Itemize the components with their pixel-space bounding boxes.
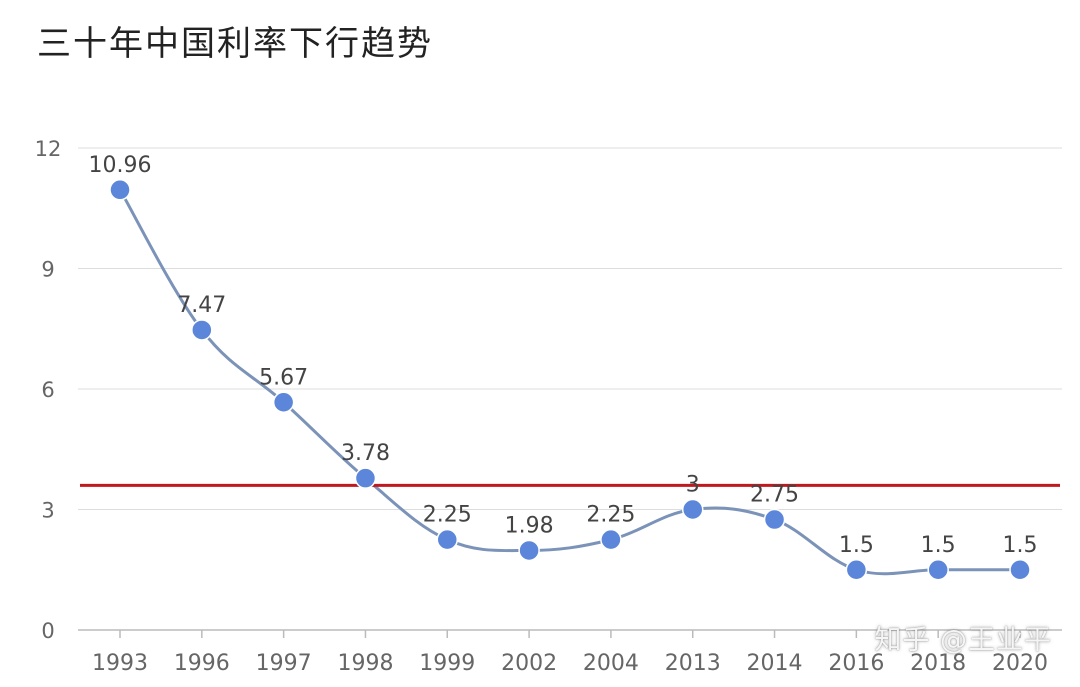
x-tick-label: 2018 <box>910 651 966 676</box>
x-tick-label: 2013 <box>665 651 721 676</box>
x-tick-label: 2020 <box>992 651 1048 676</box>
x-tick-label: 1997 <box>256 651 312 676</box>
data-point <box>436 528 459 551</box>
y-tick-label: 3 <box>41 499 54 523</box>
x-tick-label: 1999 <box>419 651 475 676</box>
data-labels: 10.96 7.47 5.67 3.78 2.25 1.98 2.25 3 2.75 1.5 1.5… <box>89 153 1038 558</box>
chart-title: 三十年中国利率下行趋势 <box>37 24 433 64</box>
x-tick-label: 1993 <box>92 651 148 676</box>
data-point <box>518 539 540 562</box>
data-label: 1.5 <box>839 533 874 558</box>
y-tick-label: 0 <box>41 619 54 643</box>
data-label: 2.25 <box>423 503 472 528</box>
data-point <box>927 559 949 581</box>
data-point <box>600 528 622 551</box>
series-line <box>118 189 1020 576</box>
y-tick-label: 6 <box>41 378 54 402</box>
gridlines <box>78 147 1062 631</box>
x-axis-ticks: 1993 1996 1997 1998 1999 2002 2004 2013 2014 2016… <box>92 630 1048 676</box>
data-label: 3.78 <box>341 441 390 466</box>
data-label: 2.75 <box>750 483 799 508</box>
data-label: 7.47 <box>177 293 226 318</box>
data-label: 1.5 <box>921 533 956 558</box>
x-tick-label: 2004 <box>583 651 639 676</box>
y-tick-label: 12 <box>35 137 62 161</box>
data-point <box>272 391 295 414</box>
data-point <box>763 508 786 531</box>
data-label: 1.5 <box>1003 533 1038 558</box>
x-tick-label: 2014 <box>747 651 803 676</box>
data-point <box>354 467 377 489</box>
data-label: 2.25 <box>586 503 635 528</box>
data-label: 3 <box>686 473 700 498</box>
data-label: 1.98 <box>505 513 554 538</box>
y-tick-label: 9 <box>41 258 54 282</box>
watermark: 知乎 @王业平 <box>874 625 1052 656</box>
data-point <box>845 559 868 581</box>
data-point <box>681 498 704 521</box>
data-point <box>191 319 213 341</box>
x-tick-label: 1996 <box>174 651 230 676</box>
data-label: 5.67 <box>259 365 308 390</box>
data-markers <box>109 179 1031 581</box>
data-point <box>1009 559 1031 581</box>
x-tick-label: 2002 <box>501 651 557 676</box>
x-tick-label: 1998 <box>337 651 393 676</box>
y-axis-ticks: 0 3 6 9 12 <box>35 137 62 643</box>
data-label: 10.96 <box>89 153 152 178</box>
data-point <box>109 179 131 201</box>
x-tick-label: 2016 <box>828 651 884 676</box>
